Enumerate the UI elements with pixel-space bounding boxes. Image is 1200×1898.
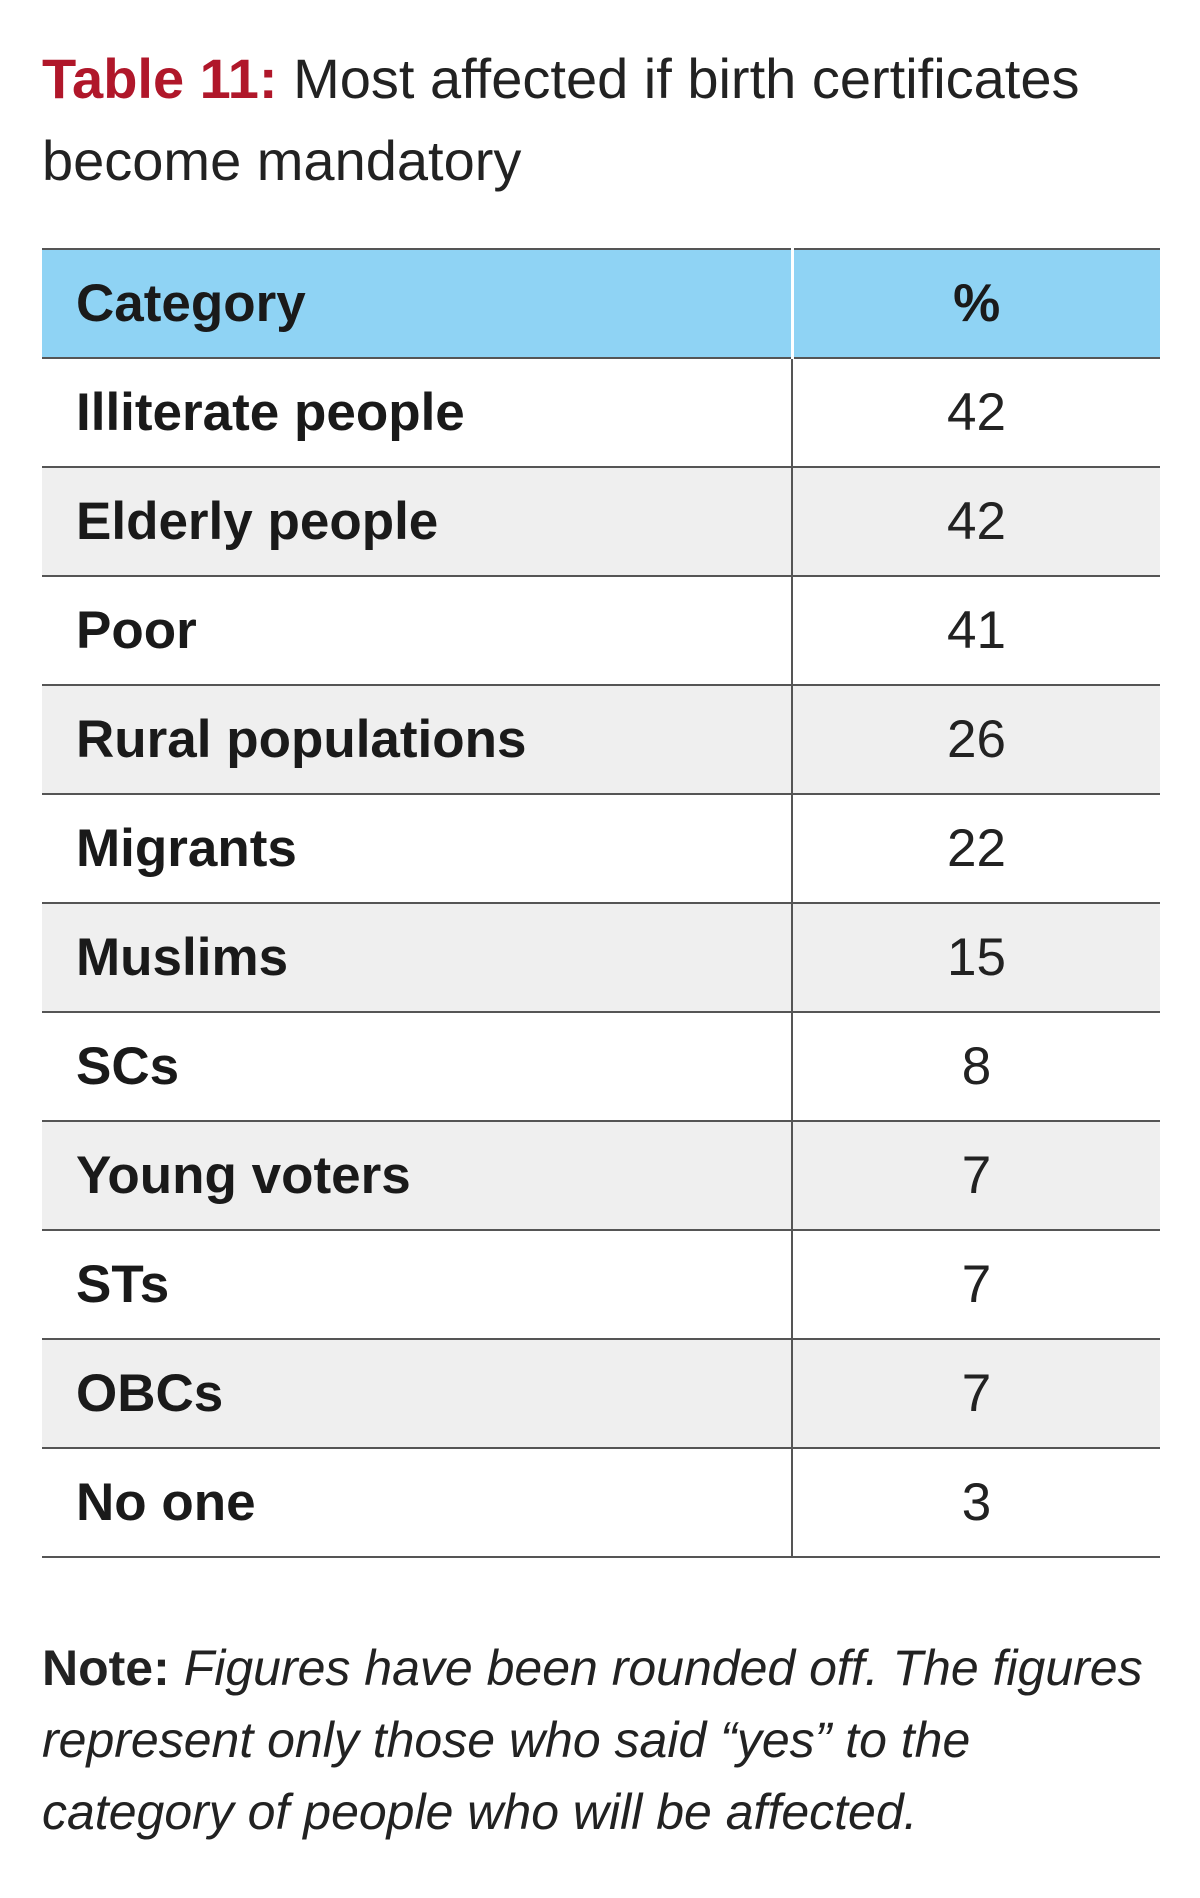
category-cell: No one [42,1448,792,1558]
category-cell: Elderly people [42,467,792,577]
table-row: Young voters 7 [42,1121,1160,1231]
category-cell: OBCs [42,1339,792,1449]
percent-cell: 22 [791,794,1160,904]
category-cell: Rural populations [42,685,792,795]
percent-cell: 3 [791,1448,1160,1558]
table-number-label: Table 11: [42,47,278,110]
table-row: SCs 8 [42,1012,1160,1122]
percent-cell: 7 [791,1121,1160,1231]
category-cell: SCs [42,1012,792,1122]
table-title: Table 11: Most affected if birth certifi… [42,38,1172,202]
percent-cell: 26 [791,685,1160,795]
percent-cell: 42 [791,467,1160,577]
column-header-percent: % [790,248,1160,359]
data-table: Category % Illiterate people 42 Elderly p… [42,248,1160,1558]
table-row: OBCs 7 [42,1339,1160,1449]
category-cell: Young voters [42,1121,792,1231]
table-title-text: Most affected if birth certificates beco… [42,47,1080,192]
note-label: Note: [42,1640,170,1696]
table-row: Migrants 22 [42,794,1160,904]
category-cell: Migrants [42,794,792,904]
percent-cell: 15 [791,903,1160,1013]
column-header-category: Category [42,248,792,359]
table-row: No one 3 [42,1448,1160,1558]
table-row: Rural populations 26 [42,685,1160,795]
percent-cell: 8 [791,1012,1160,1122]
category-cell: Muslims [42,903,792,1013]
table-body: Illiterate people 42 Elderly people 42 Poo… [42,358,1160,1558]
percent-cell: 7 [791,1339,1160,1449]
category-cell: Illiterate people [42,358,792,468]
category-cell: Poor [42,576,792,686]
table-note: Note: Figures have been rounded off. The… [42,1632,1172,1848]
category-cell: STs [42,1230,792,1340]
table-header-row: Category % [42,248,1160,359]
table-row: Illiterate people 42 [42,358,1160,468]
table-row: STs 7 [42,1230,1160,1340]
table-row: Muslims 15 [42,903,1160,1013]
table-row: Poor 41 [42,576,1160,686]
percent-cell: 42 [791,358,1160,468]
table-row: Elderly people 42 [42,467,1160,577]
note-text: Figures have been rounded off. The figur… [42,1640,1143,1840]
percent-cell: 7 [791,1230,1160,1340]
percent-cell: 41 [791,576,1160,686]
